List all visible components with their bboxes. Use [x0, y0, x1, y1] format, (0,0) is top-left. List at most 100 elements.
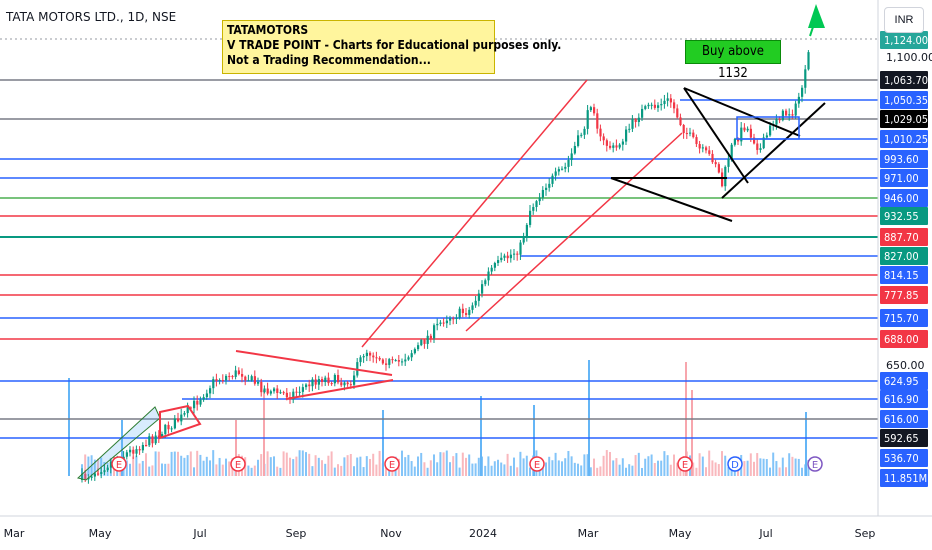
candle-body [330, 383, 333, 385]
note-line-2: V TRADE POINT - Charts for Educational p… [227, 38, 562, 52]
volume-bar [625, 467, 627, 476]
candle-body [340, 382, 343, 386]
volume-bar [436, 462, 439, 476]
volume-bar [586, 454, 589, 476]
x-tick-label: May [89, 527, 112, 540]
candle-body [301, 387, 304, 392]
candle-body [497, 260, 500, 264]
candle-body [561, 168, 564, 170]
price-tag-label: 11.851M [884, 472, 927, 485]
volume-bar [135, 455, 138, 476]
volume-bar [225, 458, 227, 476]
volume-bar [340, 465, 343, 476]
candle-body [148, 436, 151, 446]
candle-body [452, 318, 455, 320]
volume-bar [596, 467, 599, 476]
volume-bar [375, 464, 378, 476]
triangle-left [683, 87, 749, 184]
candle-body [141, 444, 144, 451]
volume-bar [673, 454, 675, 476]
price-tag-label: 616.00 [884, 413, 919, 426]
volume-bar [468, 454, 471, 476]
volume-bar [461, 452, 464, 476]
candle-body [717, 164, 720, 173]
volume-bar [292, 459, 295, 476]
volume-bar [615, 458, 618, 476]
candle-body [109, 461, 112, 468]
candle-body [714, 162, 717, 165]
volume-bar [413, 466, 416, 476]
volume-bar [756, 453, 759, 476]
volume-bar [356, 457, 359, 476]
volume-bar [593, 458, 595, 476]
volume-bar [420, 452, 423, 476]
volume-bar [289, 457, 291, 476]
event-marker [727, 456, 743, 472]
candle-body [410, 353, 413, 358]
volume-spike [588, 360, 590, 476]
candle-body [189, 407, 192, 409]
candle-body [653, 104, 656, 108]
candle-body [209, 388, 212, 394]
candle-body [333, 374, 336, 384]
candle-body [567, 160, 570, 167]
candle-body [298, 391, 301, 393]
volume-bar [132, 456, 135, 476]
volume-bar [657, 460, 659, 476]
triangle-lower [285, 379, 394, 400]
volume-bar [228, 461, 231, 476]
candle-body [689, 132, 692, 134]
volume-spike [121, 420, 123, 476]
candle-body [225, 375, 228, 381]
candle-body [215, 379, 218, 381]
currency-button[interactable]: INR [884, 7, 924, 33]
candle-body [484, 280, 487, 285]
volume-bar [676, 462, 679, 476]
volume-bar [721, 451, 723, 476]
volume-bar [87, 456, 90, 476]
volume-bar [218, 457, 221, 476]
candle-body [481, 284, 484, 294]
volume-bar [589, 467, 592, 476]
note-line-1: TATAMOTORS [227, 23, 309, 37]
candle-body [615, 145, 618, 148]
volume-bar [321, 460, 323, 476]
volume-bar [701, 456, 704, 476]
candle-body [375, 357, 378, 359]
volume-bar [282, 451, 285, 476]
target-arrow-head [808, 4, 825, 28]
candle-body [516, 253, 519, 255]
channel-upper [361, 79, 588, 348]
candle-body [273, 388, 276, 392]
candle-body [244, 376, 247, 381]
candle-body [727, 158, 730, 167]
volume-bar [666, 455, 669, 476]
volume-bar [759, 458, 762, 476]
candle-body [237, 370, 240, 374]
candle-body [791, 114, 794, 116]
volume-bar [442, 452, 445, 476]
price-tag-bg [880, 91, 928, 109]
volume-bar [791, 456, 794, 476]
volume-bar [484, 465, 487, 476]
triangle-upper [235, 350, 393, 376]
volume-bar [634, 455, 637, 476]
candle-body [756, 143, 759, 150]
candle-body [93, 473, 96, 477]
candle-body [161, 434, 164, 438]
price-tag-label: 1,124.00 [884, 34, 928, 47]
candle-body [676, 108, 679, 118]
candle-body [580, 134, 583, 136]
volume-bar [170, 451, 173, 476]
candle-body [180, 414, 183, 422]
candle-body [737, 139, 740, 142]
volume-bar [506, 453, 509, 476]
candle-body [266, 388, 269, 394]
candle-body [762, 137, 765, 149]
candle-body [132, 449, 135, 454]
candle-body [506, 255, 509, 259]
volume-bar [196, 450, 199, 476]
volume-bar [621, 458, 624, 476]
candle-body [186, 407, 189, 414]
